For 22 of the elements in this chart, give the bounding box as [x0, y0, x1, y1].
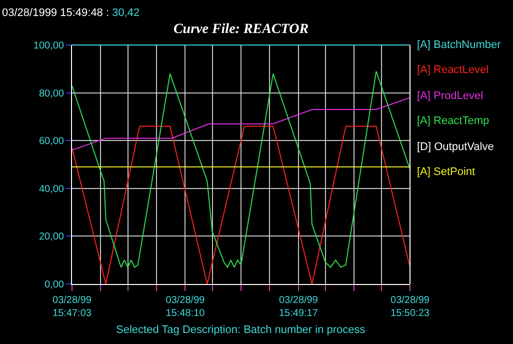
y-tick-label: 80,00	[38, 88, 64, 100]
text: Selected Tag Description: Batch number in process	[116, 324, 366, 336]
y-tick-label: 40,00	[38, 184, 64, 195]
text: 03/28/1999 15:49:48 :	[2, 7, 110, 19]
x-tick-label: 03/28/99 15:50:23	[390, 295, 430, 319]
y-tick-label: 100,00	[33, 40, 64, 52]
legend-label: [A] BatchNumber	[417, 39, 502, 51]
x-tick-label: 03/28/99 15:49:17	[278, 295, 318, 319]
y-tick-label: 60,00	[38, 136, 64, 148]
series-label: [A] SetPoint	[417, 166, 476, 178]
y-tick-label: 0,00	[44, 280, 64, 290]
series-label: [A] ReactTemp	[417, 115, 490, 127]
line-series	[72, 70, 410, 268]
x-tick-label: 03/28/99 15:47:03	[52, 295, 92, 319]
text: [A] ReactLevel	[417, 64, 489, 76]
chart-title: Curve File: REACTOR	[173, 22, 309, 37]
line-series	[72, 97, 410, 151]
y-tick-label: 20,00	[38, 232, 64, 243]
x-tick-label: 03/28/99 15:48:10	[166, 295, 206, 319]
legend-label: [D] OutputValve	[417, 141, 494, 153]
text: 30,42	[112, 7, 140, 19]
series-label: [A] ProdLevel	[417, 90, 484, 102]
